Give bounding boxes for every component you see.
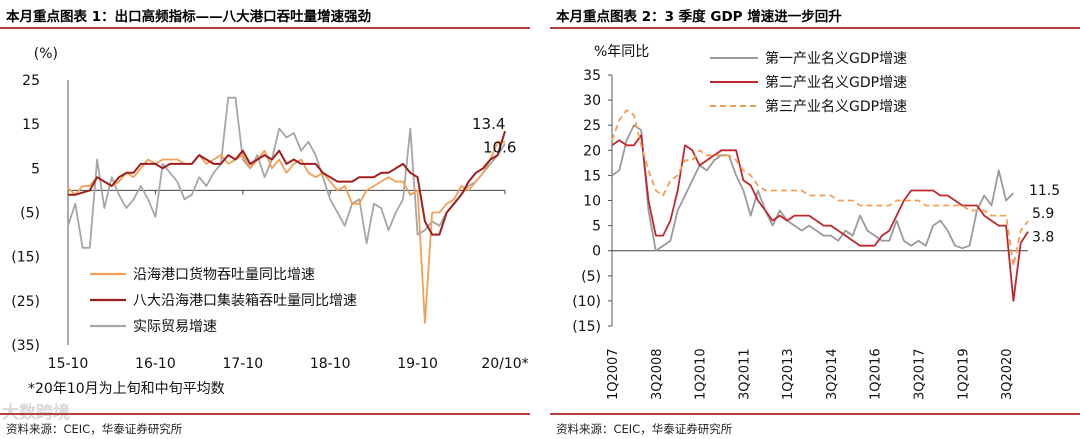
- y-tick-label: 15: [583, 168, 601, 184]
- left-panel: 本月重点图表 1：出口高频指标——八大港口吞吐量增速强劲 25 15 5 (5) (15…: [0, 0, 530, 439]
- y-tick-label: (10): [572, 294, 601, 310]
- right-line-chart: 35 30 25 20 15 10 5 0 (5) (10) (15) %年同比 1Q2007 3Q200…: [572, 44, 1060, 400]
- y-axis-label: (%): [34, 46, 58, 62]
- series-line-1: [611, 124, 1015, 252]
- series-line-2: [611, 134, 1029, 302]
- legend-label-3: 实际贸易增速: [133, 319, 217, 335]
- x-tick-label: 1Q2019: [956, 348, 971, 400]
- legend-label-2: 第二产业名义GDP增速: [765, 74, 907, 91]
- x-tick-label: 3Q2011: [737, 348, 752, 400]
- x-tick-label: 3Q2017: [913, 348, 928, 400]
- x-tick-label: 3Q2008: [650, 348, 665, 400]
- x-tick-label: 18-10: [310, 356, 351, 372]
- right-panel: 本月重点图表 2：3 季度 GDP 增速进一步回升 35 30 25 20 15 10 5 0…: [550, 0, 1080, 439]
- x-tick-label: 16-10: [135, 356, 176, 372]
- x-tick-label: 19-10: [397, 356, 438, 372]
- y-tick-label: (15): [11, 250, 40, 266]
- y-tick-label: (5): [20, 206, 40, 222]
- annotation-13-4: 13.4: [472, 115, 505, 133]
- left-source-rule: [0, 413, 530, 415]
- x-tick-label: 3Q2014: [825, 348, 840, 400]
- right-title-rule: [550, 27, 1080, 29]
- y-tick-label: 0: [592, 244, 601, 260]
- y-tick-label: 30: [583, 93, 601, 109]
- y-axis-label: %年同比: [594, 44, 649, 60]
- y-tick-label: 5: [31, 161, 40, 177]
- y-tick-label: 35: [583, 68, 601, 84]
- y-tick-label: 5: [592, 219, 601, 235]
- y-tick-label: (25): [11, 294, 40, 310]
- y-tick-label: 25: [22, 73, 40, 89]
- x-tick-label: 17-10: [222, 356, 263, 372]
- x-tick-label: 20/10*: [481, 356, 528, 372]
- right-source: 资料来源：CEIC，华泰证券研究所: [556, 422, 733, 436]
- x-tick-label: 1Q2016: [869, 348, 884, 400]
- right-chart-title: 本月重点图表 2：3 季度 GDP 增速进一步回升: [556, 9, 842, 25]
- left-title-rule: [0, 27, 530, 29]
- y-tick-label: (5): [581, 269, 601, 285]
- watermark-logo: 大数跨境: [2, 403, 70, 423]
- annotation-10-6: 10.6: [483, 139, 516, 157]
- y-tick-label: 15: [22, 117, 40, 133]
- y-tick-label: (35): [11, 338, 40, 354]
- y-tick-label: (15): [572, 319, 601, 335]
- legend-label-3: 第三产业名义GDP增速: [765, 98, 907, 115]
- left-footnote: *20年10月为上旬和中旬平均数: [28, 381, 225, 397]
- left-source: 资料来源：CEIC，华泰证券研究所: [6, 422, 183, 436]
- series-line-1: [67, 140, 505, 324]
- right-source-rule: [550, 413, 1080, 415]
- x-tick-label: 1Q2010: [694, 348, 709, 400]
- series-line-3: [611, 109, 1029, 267]
- series-line-2: [68, 130, 506, 236]
- y-tick-label: 10: [583, 194, 601, 210]
- y-tick-label: 25: [583, 118, 601, 134]
- x-tick-label: 1Q2013: [781, 348, 796, 400]
- annotation-11-5: 11.5: [1029, 183, 1060, 199]
- annotation-5-9: 5.9: [1032, 206, 1054, 222]
- legend-label-1: 沿海港口货物吞吐量同比增速: [133, 266, 315, 283]
- x-tick-label: 3Q2020: [1000, 348, 1015, 400]
- left-line-chart: 25 15 5 (5) (15) (25) (35) (%) 15-10 16-10 17-10 18…: [11, 46, 528, 372]
- x-tick-label: 15-10: [48, 356, 89, 372]
- legend-label-2: 八大沿海港口集装箱吞吐量同比增速: [133, 292, 357, 309]
- y-tick-label: 20: [583, 143, 601, 159]
- left-chart-title: 本月重点图表 1：出口高频指标——八大港口吞吐量增速强劲: [6, 9, 372, 25]
- x-tick-label: 1Q2007: [606, 348, 621, 400]
- annotation-3-8: 3.8: [1032, 230, 1054, 246]
- legend-label-1: 第一产业名义GDP增速: [765, 50, 907, 67]
